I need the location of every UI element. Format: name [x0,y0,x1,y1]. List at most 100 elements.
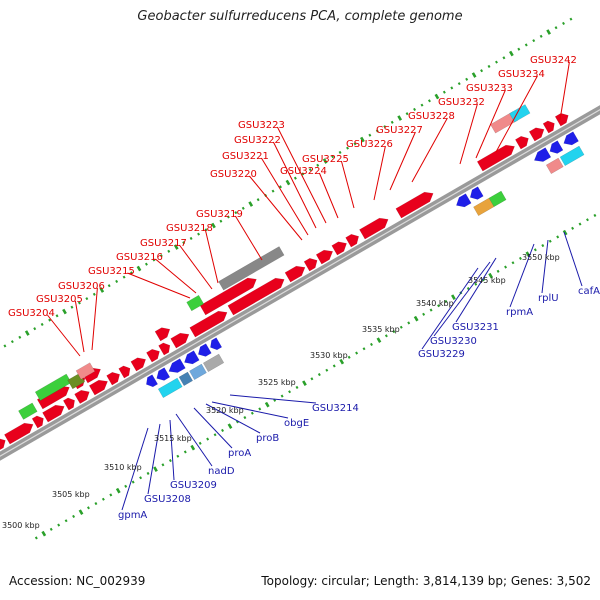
outer-tick [546,29,551,35]
outer-tick [457,82,461,86]
outer-tick [24,330,30,336]
reverse-gene-label: GSU3214 [312,403,359,414]
reverse-gene-label: rplU [538,293,559,304]
inner-tick [101,497,105,501]
outer-tick [211,222,216,229]
inner-tick [422,312,426,316]
leader-line [495,75,538,153]
inner-tick [370,342,373,346]
inner-tick [221,428,225,432]
outer-tick [487,64,491,68]
inner-tick [339,358,345,365]
leader-line [272,141,317,229]
outer-tick [383,125,387,129]
leader-line [178,244,213,290]
inner-tick [146,471,150,475]
inner-tick [541,244,545,248]
reverse-gene-block [559,145,585,167]
forward-gene-arrow [146,349,160,363]
scale-label: 3540 kbp [416,299,454,308]
inner-tick [451,294,456,300]
inner-tick [190,444,196,451]
outer-tick [55,314,59,318]
inner-tick [533,248,537,252]
scale-label: 3545 kbp [468,276,506,285]
inner-tick [518,256,522,260]
map-title: Geobacter sulfurreducens PCA, complete g… [137,9,463,24]
inner-tick [325,368,329,372]
outer-tick [368,133,372,137]
outer-tick [480,69,484,73]
forward-gene-arrow [359,217,389,240]
inner-tick [57,523,61,527]
inner-tick [124,484,128,488]
inner-tick [139,476,143,480]
outer-tick [524,43,528,47]
forward-gene-label: GSU3228 [408,111,455,122]
reverse-gene-label: cafA [578,286,600,297]
reverse-gene-label: GSU3231 [452,322,499,333]
reverse-gene-label: proA [228,448,251,459]
scale-ticks [3,17,600,540]
label-leader-lines [47,61,583,511]
leader-line [47,314,81,357]
outer-tick [301,172,305,176]
reverse-gene-arrow [549,140,564,154]
outer-tick [219,219,223,223]
reverse-gene-arrow [563,131,579,146]
forward-gene-arrow [170,332,190,349]
scale-label: 3520 kbp [206,406,244,415]
inner-tick [355,351,359,355]
leader-line [340,160,355,209]
reverse-gene-block [545,157,564,175]
forward-gene-arrow [528,127,545,142]
outer-tick [70,305,74,309]
outer-tick [495,60,498,64]
forward-gene-label: GSU3205 [36,294,83,305]
inner-tick [131,480,135,484]
inner-tick [392,330,396,334]
forward-gene-label: GSU3218 [166,223,213,234]
forward-gene-label: GSU3224 [280,166,327,177]
scale-label: 3525 kbp [258,378,296,387]
forward-gene-block [186,294,205,312]
inner-tick [243,416,247,420]
forward-gene-arrow [227,277,285,316]
outer-tick [136,265,142,272]
forward-gene-label: GSU3217 [140,238,187,249]
forward-gene-label: GSU3219 [196,209,243,220]
reverse-gene-arrow [156,367,171,381]
outer-tick [427,99,431,103]
forward-gene-label: GSU3232 [438,97,485,108]
outer-tick [562,21,565,25]
forward-gene-arrow [130,357,147,372]
outer-tick [316,163,320,167]
leader-line [509,243,535,308]
outer-tick [285,179,291,186]
outer-tick [241,206,245,210]
leader-line [155,258,197,294]
inner-tick [376,337,382,343]
forward-gene-arrow [42,404,65,423]
forward-gene-label: GSU3226 [346,139,393,150]
inner-tick [444,299,448,303]
leader-line [127,272,191,299]
inner-tick [347,355,351,359]
scale-label: 3535 kbp [362,325,400,334]
inner-tick [362,347,366,351]
outer-tick [130,271,134,275]
reverse-gene-block [189,363,207,381]
inner-tick [562,229,568,236]
outer-tick [420,103,424,107]
reverse-gene-label: rpmA [506,307,533,318]
reverse-gene-arrow [168,358,186,373]
forward-gene-label: GSU3216 [116,252,163,263]
outer-tick [279,185,282,189]
inner-tick [488,272,494,279]
inner-tick [317,373,321,377]
outer-tick [293,176,297,180]
leader-line [421,267,479,350]
reverse-gene-arrow [456,193,472,208]
leader-line [433,261,491,337]
scale-labels: 3500 kbp 3505 kbp 3510 kbp 3515 kbp 3520 kbp… [2,253,560,530]
